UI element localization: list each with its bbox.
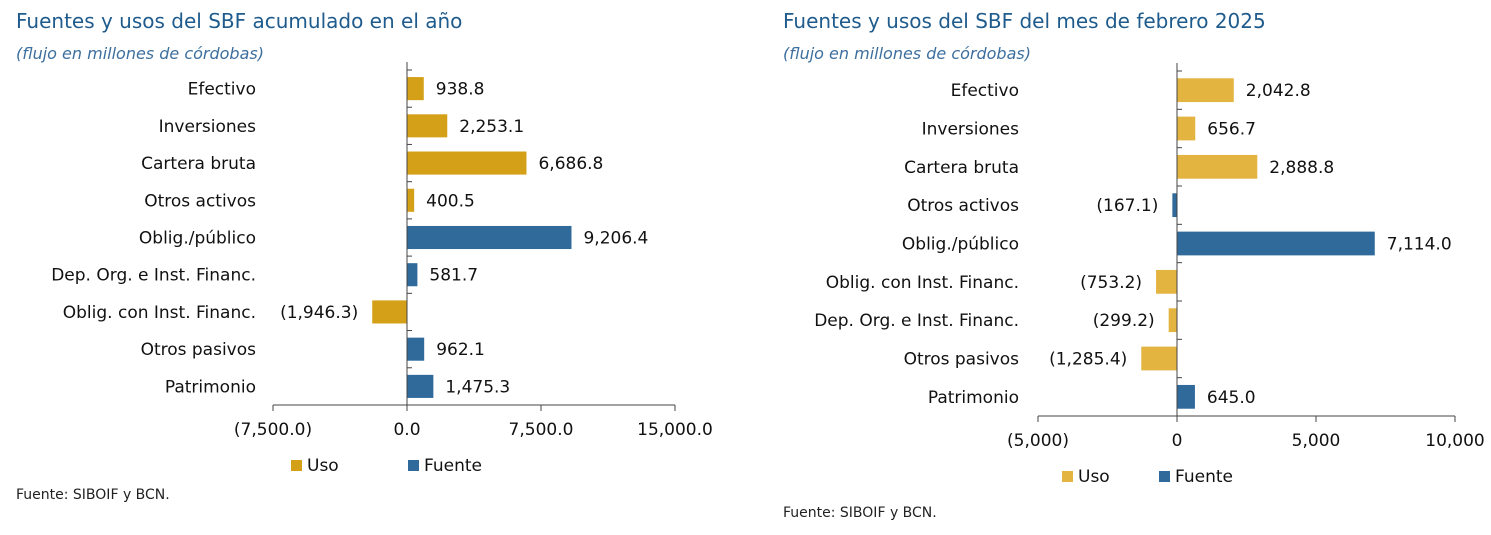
legend-swatch	[1062, 471, 1073, 482]
data-label: (1,285.4)	[1049, 350, 1127, 370]
bar	[1156, 269, 1177, 294]
legend-label: Uso	[307, 456, 339, 476]
source-note: Fuente: SIBOIF y BCN.	[16, 487, 170, 503]
bar-chart-left: Efectivo 938.8 Inversiones 2,253.1 Cartera b…	[51, 62, 713, 476]
data-label: 645.0	[1207, 388, 1256, 408]
data-label: 938.8	[436, 80, 485, 100]
category-label: Patrimonio	[928, 388, 1019, 408]
data-label: 2,042.8	[1246, 81, 1311, 101]
data-label: 656.7	[1207, 120, 1256, 140]
x-tick-label: 5,000	[1292, 431, 1341, 451]
category-label: Efectivo	[951, 81, 1019, 101]
category-label: Oblig. con Inst. Financ.	[826, 273, 1019, 293]
bar	[407, 114, 448, 138]
category-label: Dep. Org. e Inst. Financ.	[814, 311, 1019, 331]
x-tick-label: 0	[1172, 431, 1183, 451]
data-label: (299.2)	[1093, 311, 1155, 331]
chart-title: Fuentes y usos del SBF acumulado en el a…	[16, 9, 463, 33]
bar	[1172, 193, 1177, 218]
category-label: Otros pasivos	[141, 340, 257, 360]
data-label: 2,888.8	[1269, 158, 1334, 178]
data-label: 6,686.8	[538, 154, 603, 174]
category-label: Oblig. con Inst. Financ.	[63, 303, 256, 323]
bar	[1141, 346, 1177, 371]
legend-label: Fuente	[1175, 467, 1233, 487]
data-label: 962.1	[436, 340, 485, 360]
category-label: Otros activos	[144, 191, 256, 211]
x-tick-label: 15,000.0	[637, 420, 713, 440]
legend-swatch	[408, 460, 419, 471]
data-label: 7,114.0	[1387, 235, 1452, 255]
legend-swatch	[1159, 471, 1170, 482]
bar	[407, 151, 527, 175]
bar	[407, 337, 425, 361]
x-tick-label: 0.0	[393, 420, 420, 440]
x-tick-label: (5,000)	[1007, 431, 1069, 451]
category-label: Efectivo	[188, 80, 256, 100]
bar	[407, 374, 434, 398]
x-tick-label: 7,500.0	[509, 420, 574, 440]
data-label: (753.2)	[1080, 273, 1142, 293]
bar	[372, 300, 407, 324]
bar	[407, 77, 424, 101]
data-label: 9,206.4	[583, 229, 648, 249]
chart-title: Fuentes y usos del SBF del mes de febrer…	[783, 9, 1266, 33]
bar	[1177, 231, 1375, 256]
category-label: Oblig./público	[902, 235, 1019, 255]
bar	[1177, 78, 1234, 103]
category-label: Cartera bruta	[904, 158, 1019, 178]
bar	[407, 188, 415, 212]
legend-swatch	[291, 460, 302, 471]
legend-label: Fuente	[424, 456, 482, 476]
bar	[1177, 154, 1258, 179]
category-label: Inversiones	[159, 117, 257, 137]
data-label: 400.5	[426, 191, 475, 211]
x-tick-label: 10,000	[1425, 431, 1484, 451]
source-note: Fuente: SIBOIF y BCN.	[783, 505, 937, 521]
legend-label: Uso	[1078, 467, 1110, 487]
data-label: 2,253.1	[459, 117, 524, 137]
category-label: Otros activos	[907, 196, 1019, 216]
chart-panel-left: Fuentes y usos del SBF acumulado en el a…	[0, 0, 740, 535]
data-label: (167.1)	[1096, 196, 1158, 216]
category-label: Cartera bruta	[141, 154, 256, 174]
category-label: Patrimonio	[165, 377, 256, 397]
chart-subtitle: (flujo en millones de córdobas)	[16, 44, 264, 63]
data-label: 1,475.3	[445, 377, 510, 397]
bar	[1177, 116, 1196, 141]
x-tick-label: (7,500.0)	[234, 420, 312, 440]
chart-subtitle: (flujo en millones de córdobas)	[783, 44, 1031, 63]
data-label: (1,946.3)	[280, 303, 358, 323]
bar	[1177, 384, 1195, 409]
category-label: Inversiones	[922, 120, 1020, 140]
bar	[1168, 308, 1177, 333]
category-label: Dep. Org. e Inst. Financ.	[51, 266, 256, 286]
bar	[407, 263, 418, 287]
category-label: Oblig./público	[139, 229, 256, 249]
category-label: Otros pasivos	[904, 350, 1020, 370]
data-label: 581.7	[429, 266, 478, 286]
bar	[407, 225, 572, 250]
